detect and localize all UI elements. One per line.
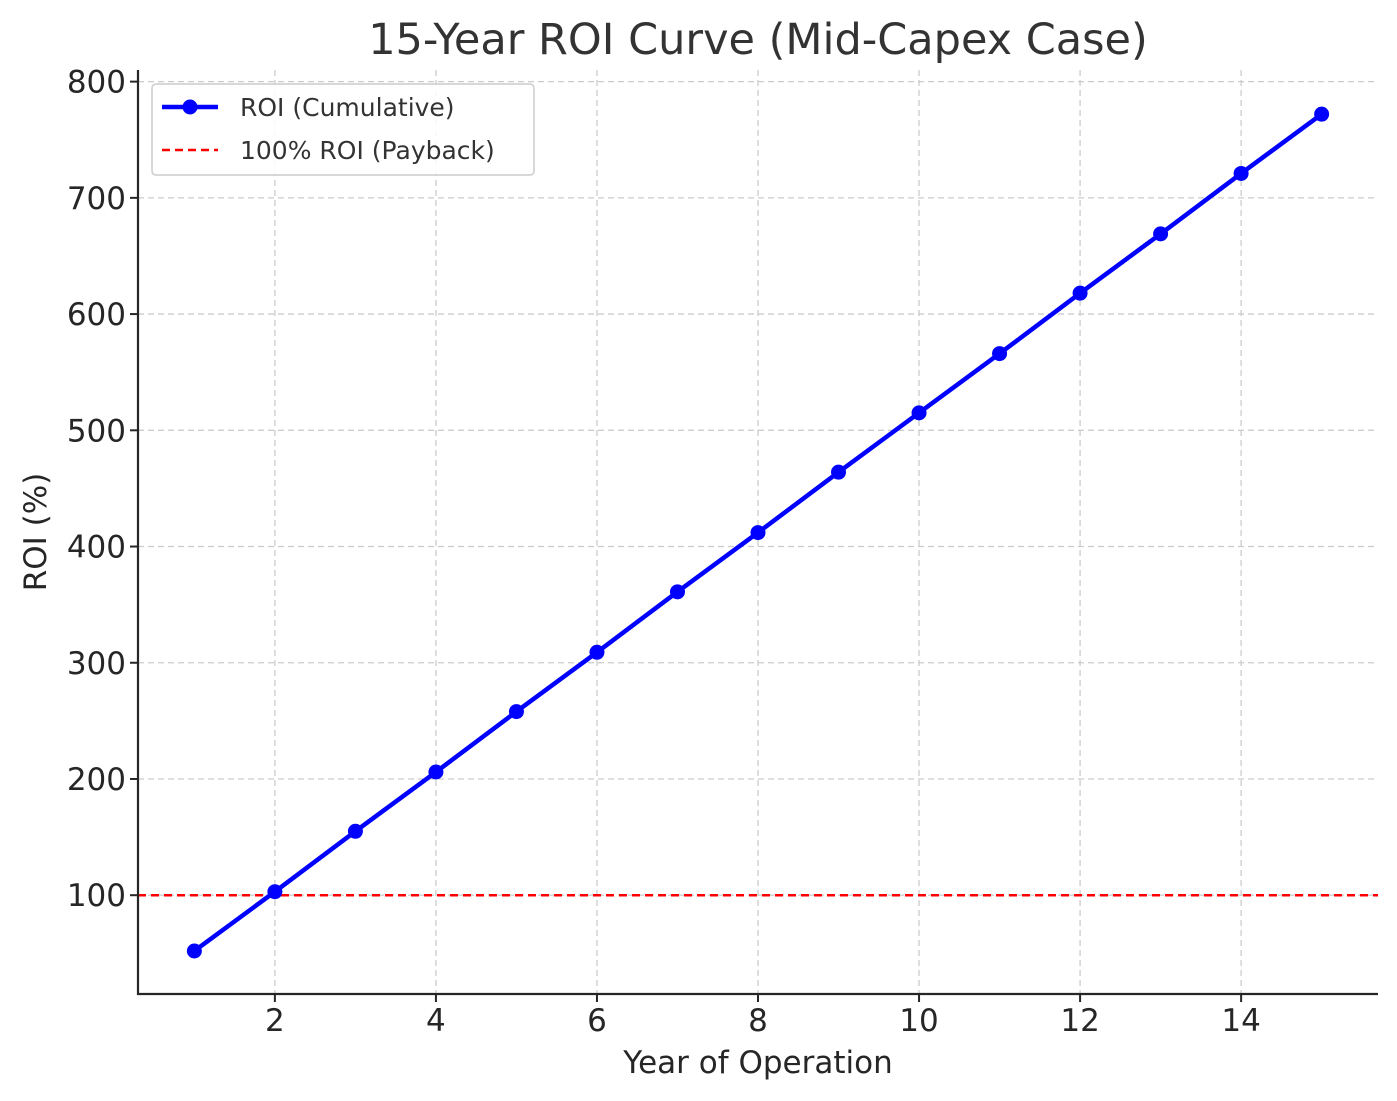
y-tick-label: 600 [67,297,126,333]
x-tick-label: 8 [748,1003,768,1039]
legend-label-roi-cumulative: ROI (Cumulative) [240,93,455,122]
x-tick-label: 10 [899,1003,938,1039]
x-tick-label: 4 [426,1003,446,1039]
x-axis-label: Year of Operation [622,1045,893,1081]
y-tick-label: 300 [67,646,126,682]
x-tick-label: 12 [1060,1003,1099,1039]
grid [138,70,1378,994]
y-axis-ticks: 100 200 300 400 500 600 700 800 [67,65,138,914]
y-tick-label: 700 [67,181,126,217]
x-tick-label: 2 [265,1003,285,1039]
y-tick-label: 800 [67,65,126,101]
y-axis-label: ROI (%) [18,473,54,592]
data-point [428,764,444,780]
data-point [1153,226,1169,242]
data-point [750,525,766,541]
legend: ROI (Cumulative) 100% ROI (Payback) [151,83,535,176]
data-point [669,584,685,600]
legend-frame [151,83,535,176]
y-tick-label: 200 [67,762,126,798]
y-tick-label: 100 [67,878,126,914]
x-axis-ticks: 2 4 6 8 10 12 14 [265,994,1261,1039]
data-point [1072,285,1088,301]
y-tick-label: 500 [67,413,126,449]
data-point [911,405,927,421]
data-point [992,346,1008,362]
data-point [347,823,363,839]
legend-series-marker [182,99,198,115]
data-point [1233,165,1249,181]
data-point [831,464,847,480]
y-tick-label: 400 [67,530,126,566]
data-point [589,644,605,660]
x-tick-label: 14 [1221,1003,1260,1039]
legend-label-payback: 100% ROI (Payback) [240,136,495,165]
axes-spines [136,70,1378,996]
x-tick-label: 6 [587,1003,607,1039]
data-point [508,704,524,720]
data-point [186,943,202,959]
data-point [1314,106,1330,122]
chart-title: 15-Year ROI Curve (Mid-Capex Case) [368,15,1148,65]
data-point [267,884,283,900]
series-layer [186,106,1330,959]
